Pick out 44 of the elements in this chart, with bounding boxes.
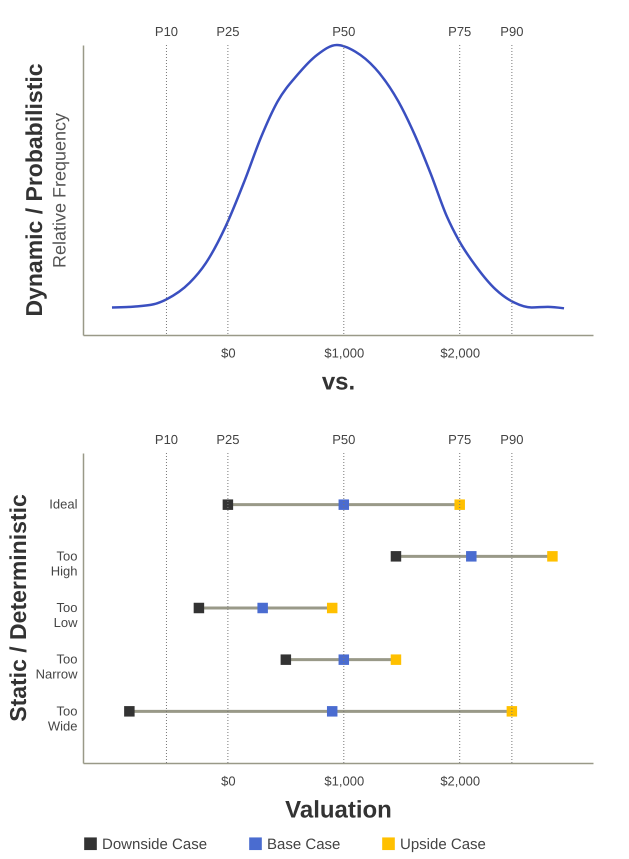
y-tick-label: Too Low bbox=[54, 600, 78, 630]
x-axis-title: vs. bbox=[322, 368, 356, 396]
point bbox=[338, 654, 350, 665]
point bbox=[326, 706, 338, 717]
ref-line-label: P90 bbox=[500, 24, 524, 39]
y-axis-title: Relative Frequency bbox=[50, 112, 70, 268]
point bbox=[257, 602, 268, 614]
ref-line-label: P50 bbox=[332, 24, 356, 39]
point bbox=[338, 499, 350, 510]
y-tick-label: Too Wide bbox=[48, 703, 78, 734]
ref-line-label: P10 bbox=[154, 432, 178, 447]
point bbox=[194, 602, 204, 614]
y-tick-label: Too Narrow bbox=[36, 652, 78, 682]
y-tick-label: Too High bbox=[50, 548, 78, 578]
point bbox=[326, 602, 338, 614]
point bbox=[506, 706, 518, 717]
text: Static / Deterministic bbox=[5, 494, 32, 722]
ref-line-label: P90 bbox=[500, 432, 524, 447]
point bbox=[124, 706, 135, 717]
ref-line-label: P75 bbox=[448, 432, 472, 447]
x-tick-label: $1,000 bbox=[324, 774, 364, 788]
point bbox=[390, 654, 402, 665]
x-tick-label: $0 bbox=[221, 346, 236, 360]
point bbox=[454, 499, 465, 510]
legend-label: Base Case bbox=[267, 836, 340, 853]
x-tick-label: $0 bbox=[221, 774, 236, 788]
point bbox=[390, 551, 402, 562]
point bbox=[280, 654, 292, 665]
x-axis-title: Valuation bbox=[285, 796, 392, 824]
ref-line-label: P25 bbox=[216, 432, 240, 447]
x-tick-label: $2,000 bbox=[440, 774, 480, 788]
ref-line-label: P10 bbox=[154, 24, 178, 39]
point bbox=[222, 499, 234, 510]
x-tick-label: $2,000 bbox=[440, 346, 480, 360]
ref-line-label: P25 bbox=[216, 24, 240, 39]
text: Dynamic / Probabilistic bbox=[21, 63, 47, 317]
legend-label: Upside Case bbox=[400, 836, 486, 853]
x-tick-label: $1,000 bbox=[324, 346, 364, 360]
ref-line-label: P75 bbox=[448, 24, 472, 39]
point bbox=[466, 551, 477, 562]
legend-label: Downside Case bbox=[102, 836, 208, 853]
y-tick-label: Ideal bbox=[49, 496, 78, 512]
point bbox=[547, 551, 558, 562]
ref-line-label: P50 bbox=[332, 432, 356, 447]
